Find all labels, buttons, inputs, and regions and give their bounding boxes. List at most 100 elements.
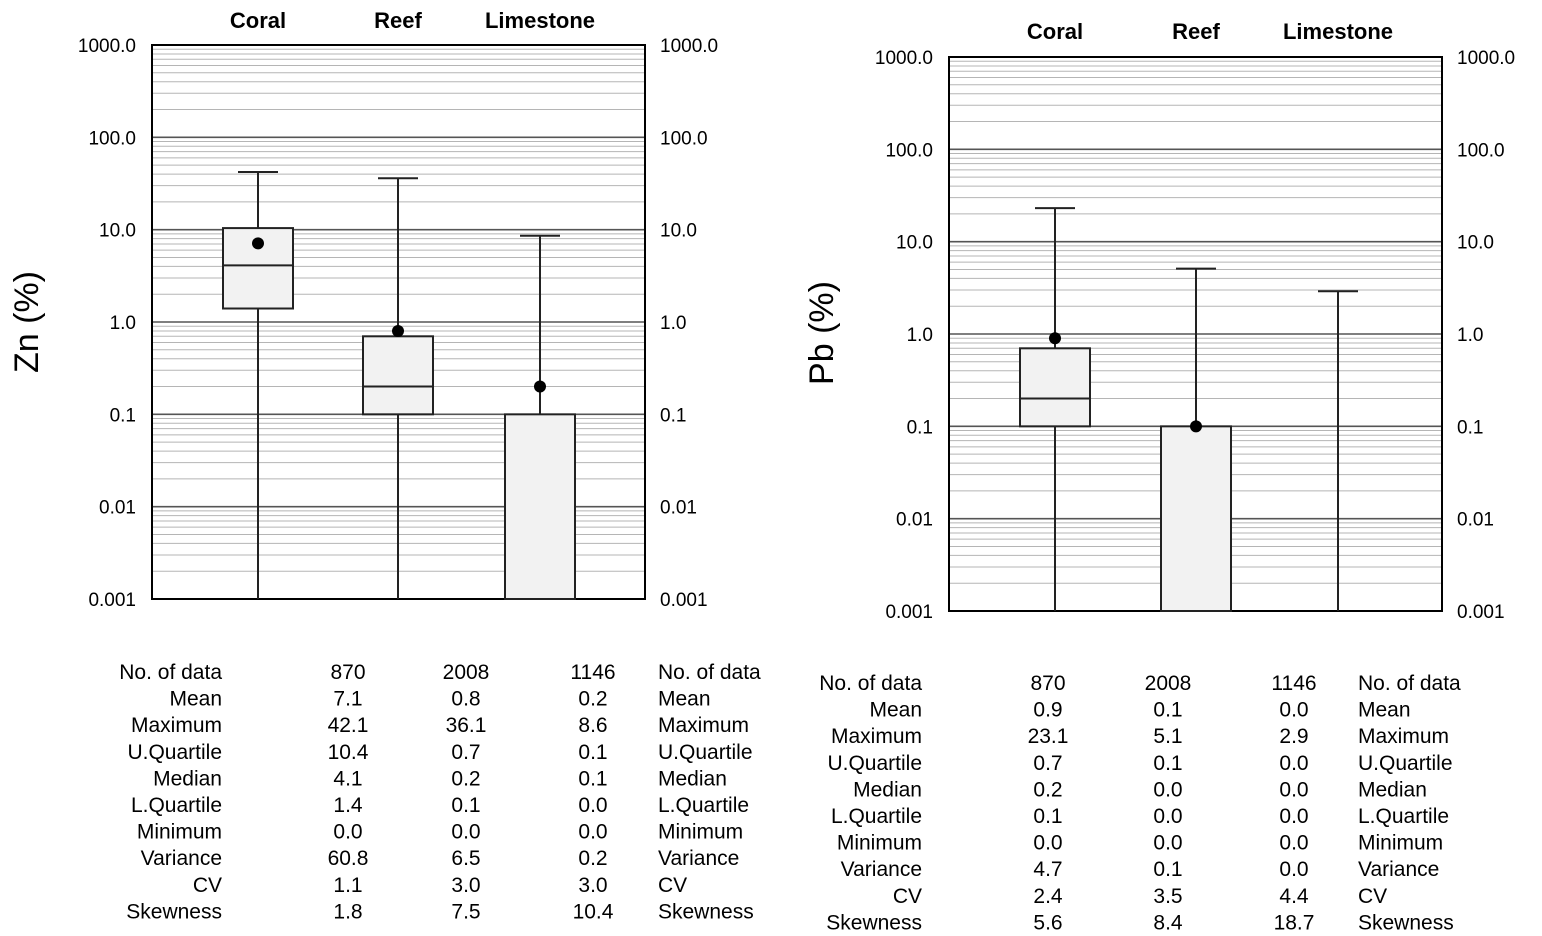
y-tick-label-right: 10.0 <box>660 221 697 242</box>
stat-row-label-right: Skewness <box>658 900 754 923</box>
stat-value: 0.0 <box>1153 805 1182 828</box>
stat-row-label: Mean <box>869 699 922 722</box>
stat-row-label-right: Variance <box>658 847 739 870</box>
stat-value: 7.1 <box>333 688 362 711</box>
stat-row-label: Skewness <box>826 911 922 934</box>
stat-row-label-right: CV <box>658 874 687 897</box>
stat-row-label: Maximum <box>131 714 222 737</box>
stat-value: 3.0 <box>578 874 607 897</box>
stat-value: 0.7 <box>451 741 480 764</box>
y-tick-label-right: 1.0 <box>1457 325 1483 346</box>
y-tick-label-left: 10.0 <box>99 221 136 242</box>
stat-value: 8.6 <box>578 714 607 737</box>
stat-row-label: No. of data <box>819 672 922 695</box>
stat-value: 0.0 <box>1279 778 1308 801</box>
stat-value: 870 <box>330 661 365 684</box>
iqr-box <box>1019 347 1091 428</box>
y-tick-label-right: 1000.0 <box>1457 48 1515 69</box>
y-tick-label-right: 100.0 <box>1457 140 1505 161</box>
stat-row-label-right: U.Quartile <box>658 741 753 764</box>
stat-row-label: Maximum <box>831 725 922 748</box>
stat-value: 23.1 <box>1028 725 1069 748</box>
y-tick-label-left: 0.001 <box>88 590 136 611</box>
stat-value: 0.0 <box>333 821 362 844</box>
stat-value: 0.1 <box>1033 805 1062 828</box>
stat-value: 0.8 <box>451 688 480 711</box>
y-tick-label-left: 0.01 <box>99 498 136 519</box>
stat-value: 0.1 <box>578 767 607 790</box>
stat-value: 1146 <box>570 661 615 684</box>
stat-row-label-right: No. of data <box>1358 672 1461 695</box>
y-tick-label-left: 0.1 <box>907 417 933 438</box>
y-axis-label: Pb (%) <box>803 281 841 385</box>
stat-value: 0.0 <box>451 821 480 844</box>
y-tick-label-right: 1.0 <box>660 313 686 334</box>
y-tick-label-right: 0.01 <box>660 498 697 519</box>
stat-value: 0.0 <box>578 794 607 817</box>
stat-value: 0.0 <box>1279 699 1308 722</box>
stat-value: 60.8 <box>328 847 369 870</box>
y-tick-label-right: 0.001 <box>660 590 708 611</box>
iqr-box <box>362 335 434 416</box>
category-label: Coral <box>1027 19 1083 44</box>
stat-row-label: U.Quartile <box>127 741 222 764</box>
stat-value: 4.7 <box>1033 858 1062 881</box>
stat-row-label-right: Skewness <box>1358 911 1454 934</box>
y-tick-label-left: 1000.0 <box>875 48 933 69</box>
stat-value: 1.4 <box>333 794 363 817</box>
stat-value: 0.0 <box>1033 832 1062 855</box>
stat-value: 0.0 <box>1279 832 1308 855</box>
stat-value: 0.1 <box>451 794 480 817</box>
category-label: Coral <box>230 8 286 33</box>
mean-marker <box>1190 420 1202 433</box>
mean-marker <box>534 380 546 393</box>
stat-value: 1.1 <box>333 874 362 897</box>
stat-row-label-right: Mean <box>658 688 711 711</box>
stat-value: 3.5 <box>1153 885 1182 908</box>
y-tick-label-right: 0.01 <box>1457 510 1494 531</box>
y-axis-label: Zn (%) <box>8 271 46 373</box>
stat-row-label-right: U.Quartile <box>1358 752 1453 775</box>
stat-row-label-right: Variance <box>1358 858 1439 881</box>
mean-marker <box>252 237 264 250</box>
category-label: Limestone <box>1283 19 1393 44</box>
stat-value: 0.1 <box>578 741 607 764</box>
stat-row-label: Minimum <box>837 832 922 855</box>
stat-value: 8.4 <box>1153 911 1183 934</box>
panel-zn: 1000.0 1000.0 100.0 100.0 10.0 10.0 1.0 1.0 0.1 0… <box>8 8 761 923</box>
stat-value: 42.1 <box>328 714 369 737</box>
stat-row-label: L.Quartile <box>831 805 922 828</box>
stat-value: 0.0 <box>1153 778 1182 801</box>
stat-value: 0.9 <box>1033 699 1062 722</box>
stat-row-label: Skewness <box>126 900 222 923</box>
stat-row-label: No. of data <box>119 661 222 684</box>
stat-value: 0.0 <box>1153 832 1182 855</box>
stat-value: 1.8 <box>333 900 362 923</box>
stat-value: 7.5 <box>451 900 480 923</box>
y-tick-label-right: 0.1 <box>660 405 686 426</box>
category-label: Reef <box>1172 19 1220 44</box>
stat-value: 36.1 <box>446 714 487 737</box>
stat-value: 0.2 <box>578 847 607 870</box>
stat-value: 5.6 <box>1033 911 1062 934</box>
stat-value: 10.4 <box>573 900 614 923</box>
stat-row-label-right: Maximum <box>658 714 749 737</box>
stat-row-label-right: Mean <box>1358 699 1411 722</box>
stat-value: 6.5 <box>451 847 480 870</box>
stat-value: 1146 <box>1271 672 1316 695</box>
stat-value: 0.0 <box>1279 752 1308 775</box>
stat-row-label-right: L.Quartile <box>658 794 749 817</box>
stat-row-label-right: No. of data <box>658 661 761 684</box>
stat-row-label-right: CV <box>1358 885 1387 908</box>
y-tick-label-left: 10.0 <box>896 233 933 254</box>
stat-value: 0.0 <box>1279 805 1308 828</box>
stat-value: 3.0 <box>451 874 480 897</box>
y-tick-label-left: 100.0 <box>885 140 933 161</box>
y-tick-label-left: 1.0 <box>110 313 136 334</box>
stat-value: 5.1 <box>1153 725 1182 748</box>
stat-value: 2.9 <box>1279 725 1308 748</box>
stat-row-label: Variance <box>841 858 922 881</box>
stat-row-label-right: Minimum <box>1358 832 1443 855</box>
stat-row-label: Mean <box>169 688 222 711</box>
stat-value: 0.1 <box>1153 699 1182 722</box>
